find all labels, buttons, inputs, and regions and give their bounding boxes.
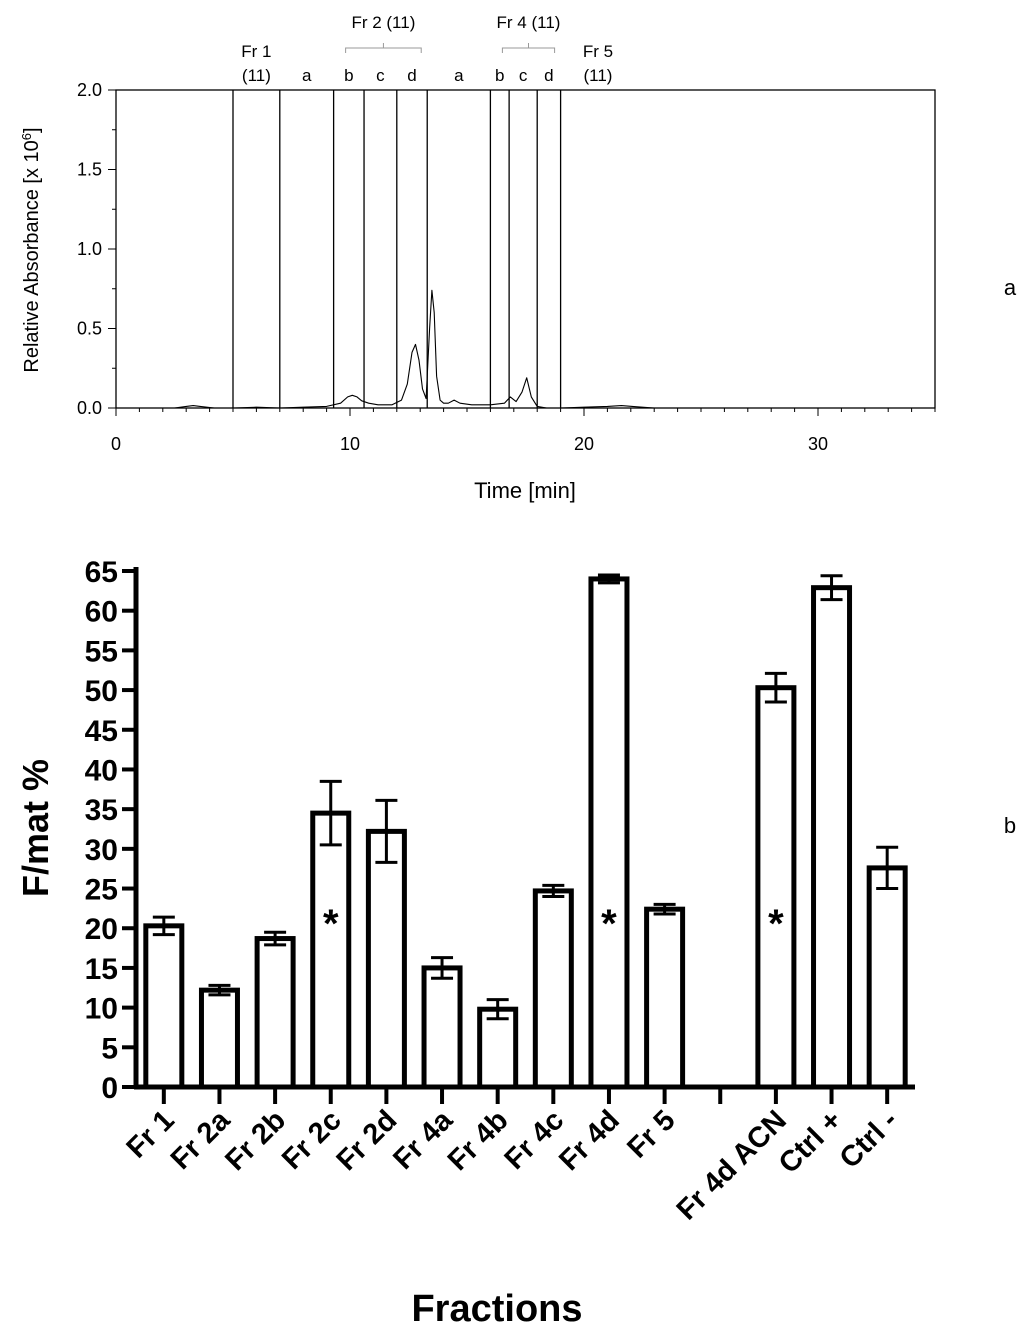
category-label: Fr 4d bbox=[553, 1104, 626, 1177]
bar-fr-4c bbox=[532, 888, 574, 1090]
y-tick-label-a: 0.0 bbox=[77, 398, 102, 418]
category-label: Ctrl + bbox=[773, 1104, 849, 1180]
category-label: Fr 2c bbox=[276, 1104, 348, 1176]
category-label: Ctrl - bbox=[834, 1104, 904, 1174]
fraction-group-fr2-sub-a: a bbox=[302, 66, 312, 85]
panel-label-b: b bbox=[1004, 813, 1016, 838]
y-tick-label-b: 60 bbox=[85, 596, 118, 629]
significance-star: * bbox=[768, 902, 784, 946]
fraction-group-fr4-bracket bbox=[501, 43, 556, 53]
fraction-label-fr5: Fr 5 bbox=[583, 42, 613, 61]
fraction-group-fr4-sub-b: b bbox=[495, 66, 504, 85]
category-label: Fr 5 bbox=[621, 1104, 681, 1164]
y-tick-label-a: 1.0 bbox=[77, 239, 102, 259]
fraction-group-fr2-sub-d: d bbox=[407, 66, 416, 85]
fraction-group-fr4-sub-d: d bbox=[544, 66, 553, 85]
y-tick-label-b: 40 bbox=[85, 754, 118, 787]
y-tick-label-b: 15 bbox=[85, 953, 118, 986]
panel-label-a: a bbox=[1004, 275, 1017, 300]
category-label: Fr 4b bbox=[442, 1104, 515, 1177]
bar-fr-5 bbox=[644, 906, 686, 1090]
bar-ctrl- bbox=[811, 585, 853, 1090]
fraction-group-fr2-sub-c: c bbox=[376, 66, 385, 85]
fraction-label-fr1: Fr 1 bbox=[241, 42, 271, 61]
y-tick-label-b: 20 bbox=[85, 913, 118, 946]
y-axis-title-a: Relative Absorbance [x 106] bbox=[19, 127, 44, 372]
y-axis-title-b: F/mat % bbox=[15, 759, 56, 897]
category-label: Fr 2a bbox=[165, 1104, 237, 1176]
bar-fr-2a bbox=[198, 987, 240, 1090]
category-label: Fr 4d ACN bbox=[671, 1104, 793, 1226]
chromatogram-panel: Relative Absorbance [x 106] Time [min] a… bbox=[19, 13, 1017, 503]
y-tick-label-b: 5 bbox=[101, 1032, 118, 1065]
bar-fr-4d bbox=[588, 576, 630, 1090]
fraction-group-fr2-sub-b: b bbox=[344, 66, 353, 85]
y-tick-label-b: 0 bbox=[101, 1072, 118, 1105]
bar-fr-4a bbox=[421, 965, 463, 1090]
bar-fr-2c bbox=[310, 810, 352, 1090]
fraction-group-fr2-label: Fr 2 (11) bbox=[351, 13, 415, 32]
x-tick-label-a: 10 bbox=[340, 434, 360, 454]
y-tick-label-b: 30 bbox=[85, 834, 118, 867]
fraction-group-fr2-bracket bbox=[345, 43, 422, 53]
y-tick-label-a: 1.5 bbox=[77, 160, 102, 180]
y-tick-label-b: 10 bbox=[85, 993, 118, 1026]
fraction-group-fr4-sub-c: c bbox=[519, 66, 528, 85]
y-tick-label-a: 2.0 bbox=[77, 80, 102, 100]
x-axis-title-b: Fractions bbox=[411, 1288, 582, 1330]
fraction-group-fr4-sub-a: a bbox=[454, 66, 464, 85]
x-tick-label-a: 20 bbox=[574, 434, 594, 454]
fraction-count-fr1: (11) bbox=[242, 66, 271, 85]
bar-fr-2d bbox=[365, 828, 407, 1090]
bar-fr-4d-acn bbox=[755, 685, 797, 1090]
y-tick-label-b: 65 bbox=[85, 556, 118, 589]
chromatogram-trace bbox=[116, 289, 935, 409]
x-tick-label-a: 0 bbox=[111, 434, 121, 454]
category-label: Fr 2d bbox=[331, 1104, 404, 1177]
y-tick-label-a: 0.5 bbox=[77, 319, 102, 339]
y-tick-label-b: 55 bbox=[85, 635, 118, 668]
fraction-count-fr5: (11) bbox=[584, 66, 613, 85]
bar-fr-2b bbox=[254, 936, 296, 1090]
y-tick-label-b: 35 bbox=[85, 794, 118, 827]
bar-ctrl- bbox=[866, 865, 908, 1090]
bar-chart-panel: F/mat % Fractions b 0 5 10 15 20 25 30 35 40 45 50… bbox=[15, 556, 1016, 1330]
significance-star: * bbox=[323, 902, 339, 946]
y-tick-label-b: 50 bbox=[85, 675, 118, 708]
x-tick-label-a: 30 bbox=[808, 434, 828, 454]
x-axis-title-a: Time [min] bbox=[474, 478, 576, 503]
category-label: Fr 2b bbox=[219, 1104, 292, 1177]
category-label: Fr 4a bbox=[387, 1104, 459, 1176]
bar-fr-1 bbox=[143, 923, 185, 1090]
fraction-group-fr4-label: Fr 4 (11) bbox=[497, 13, 561, 32]
category-label: Fr 4c bbox=[499, 1104, 571, 1176]
y-tick-label-b: 25 bbox=[85, 874, 118, 907]
y-tick-label-b: 45 bbox=[85, 715, 118, 748]
significance-star: * bbox=[601, 902, 617, 946]
bar-fr-4b bbox=[477, 1006, 519, 1090]
plot-frame-a bbox=[115, 89, 936, 409]
